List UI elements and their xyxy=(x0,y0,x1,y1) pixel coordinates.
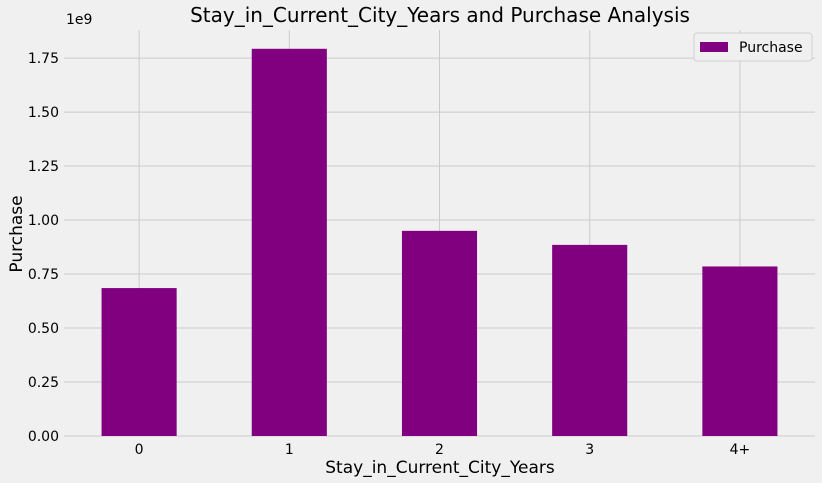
x-axis-label: Stay_in_Current_City_Years xyxy=(325,458,555,478)
bar-1 xyxy=(251,48,327,436)
y-tick-labels: 0.00 0.25 0.50 0.75 1.00 1.25 1.50 1.75 xyxy=(28,51,59,445)
x-tick-label: 0 xyxy=(135,442,144,458)
offset-label: 1e9 xyxy=(66,12,92,28)
x-tick-label: 2 xyxy=(435,442,444,458)
y-tick-label: 0.00 xyxy=(28,429,59,445)
bar-0 xyxy=(101,288,177,436)
y-axis-label: Purchase xyxy=(7,195,27,272)
y-tick-label: 1.50 xyxy=(28,105,59,121)
y-tick-label: 0.75 xyxy=(28,267,59,283)
legend-label: Purchase xyxy=(739,40,803,56)
y-tick-label: 0.50 xyxy=(28,321,59,337)
legend: Purchase xyxy=(693,32,813,62)
x-tick-label: 1 xyxy=(285,442,294,458)
y-tick-label: 0.25 xyxy=(28,375,59,391)
y-tick-label: 1.75 xyxy=(28,51,59,67)
y-tick-label: 1.00 xyxy=(28,213,59,229)
bar-4+ xyxy=(702,266,778,436)
bar-3 xyxy=(552,244,628,436)
x-tick-label: 4+ xyxy=(730,442,751,458)
bar-2 xyxy=(401,230,478,436)
bars-group xyxy=(101,48,778,436)
y-tick-label: 1.25 xyxy=(28,159,59,175)
x-tick-labels: 0 1 2 3 4+ xyxy=(135,442,751,458)
legend-box xyxy=(693,32,813,62)
chart-title: Stay_in_Current_City_Years and Purchase … xyxy=(190,3,690,27)
x-tick-label: 3 xyxy=(585,442,594,458)
legend-swatch xyxy=(700,42,728,52)
